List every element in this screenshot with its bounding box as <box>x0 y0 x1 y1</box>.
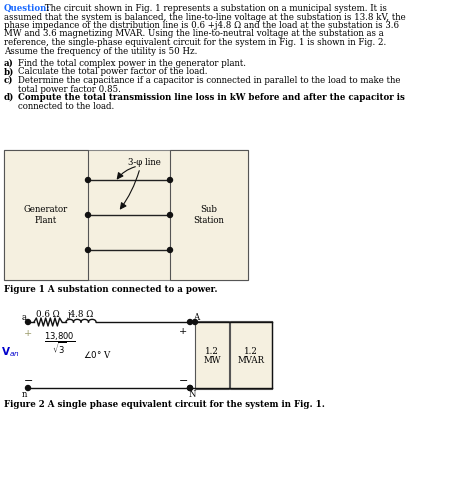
Bar <box>170 150 248 280</box>
Text: a): a) <box>4 59 14 68</box>
Text: Figure 2 A single phase equivalent circuit for the system in Fig. 1.: Figure 2 A single phase equivalent circu… <box>4 400 325 409</box>
Circle shape <box>25 386 31 391</box>
Text: c): c) <box>4 76 14 85</box>
Text: n: n <box>22 390 27 399</box>
Text: Calculate the total power factor of the load.: Calculate the total power factor of the … <box>18 68 208 76</box>
Circle shape <box>86 213 90 218</box>
Circle shape <box>168 213 172 218</box>
Text: MW and 3.6 magnetizing MVAR. Using the line-to-neutral voltage at the substation: MW and 3.6 magnetizing MVAR. Using the l… <box>4 29 384 39</box>
Bar <box>4 150 248 280</box>
Text: 0.6 Ω: 0.6 Ω <box>36 310 60 319</box>
Circle shape <box>86 177 90 182</box>
Text: The circuit shown in Fig. 1 represents a substation on a municipal system. It is: The circuit shown in Fig. 1 represents a… <box>42 4 387 13</box>
Circle shape <box>187 386 193 391</box>
Text: Compute the total transmission line loss in kW before and after the capacitor is: Compute the total transmission line loss… <box>18 93 405 102</box>
Circle shape <box>187 386 193 391</box>
Text: a: a <box>22 313 27 322</box>
Text: −: − <box>179 376 188 386</box>
Circle shape <box>86 247 90 252</box>
Text: Figure 1 A substation connected to a power.: Figure 1 A substation connected to a pow… <box>4 285 218 294</box>
Text: $\angle 0°$ V: $\angle 0°$ V <box>83 348 112 360</box>
Text: phase impedance of the distribution line is 0.6 +j4.8 Ω and the load at the subs: phase impedance of the distribution line… <box>4 21 399 30</box>
Circle shape <box>25 319 31 324</box>
Text: $\dfrac{13{,}800}{\sqrt{3}}$: $\dfrac{13{,}800}{\sqrt{3}}$ <box>44 330 76 356</box>
Text: d): d) <box>4 93 15 102</box>
Text: Assume the frequency of the utility is 50 Hz.: Assume the frequency of the utility is 5… <box>4 47 197 55</box>
Text: 3-φ line: 3-φ line <box>128 158 161 167</box>
Text: MW: MW <box>203 356 221 365</box>
Bar <box>195 321 229 389</box>
Text: Generator
Plant: Generator Plant <box>24 205 68 225</box>
Text: j4.8 Ω: j4.8 Ω <box>68 310 94 319</box>
Circle shape <box>187 319 193 324</box>
Text: reference, the single-phase equivalent circuit for the system in Fig. 1 is shown: reference, the single-phase equivalent c… <box>4 38 386 47</box>
Circle shape <box>168 247 172 252</box>
Text: −: − <box>24 376 33 386</box>
Text: Question:: Question: <box>4 4 50 13</box>
Text: 1.2: 1.2 <box>244 346 258 356</box>
Circle shape <box>193 319 197 324</box>
Text: $\mathbf{V}_{an}$: $\mathbf{V}_{an}$ <box>1 345 20 359</box>
Text: Sub
Station: Sub Station <box>194 205 225 225</box>
Text: +: + <box>179 327 187 336</box>
Bar <box>4 150 88 280</box>
Bar <box>230 321 272 389</box>
Text: total power factor 0.85.: total power factor 0.85. <box>18 84 121 94</box>
Text: Find the total complex power in the generator plant.: Find the total complex power in the gene… <box>18 59 246 68</box>
Text: A: A <box>193 313 199 322</box>
Text: 1.2: 1.2 <box>205 346 219 356</box>
Text: connected to the load.: connected to the load. <box>18 101 114 111</box>
Text: N: N <box>189 390 196 399</box>
Text: Determine the capacitance if a capacitor is connected in parallel to the load to: Determine the capacitance if a capacitor… <box>18 76 400 85</box>
Text: MVAR: MVAR <box>237 356 265 365</box>
Circle shape <box>168 177 172 182</box>
Text: b): b) <box>4 68 15 76</box>
Text: +: + <box>24 329 32 338</box>
Text: assumed that the system is balanced, the line-to-line voltage at the substation : assumed that the system is balanced, the… <box>4 13 406 22</box>
